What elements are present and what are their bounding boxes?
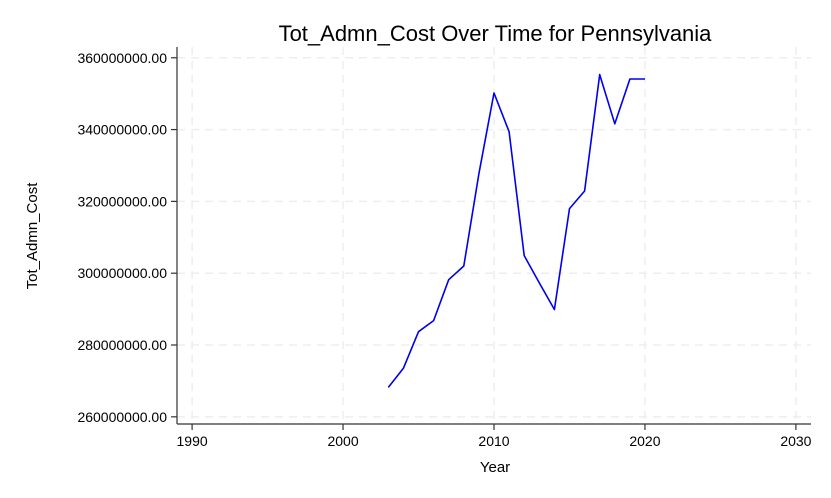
y-tick-label: 360000000.00 xyxy=(77,50,167,66)
y-axis-title: Tot_Admn_Cost xyxy=(24,182,41,290)
y-tick-label: 300000000.00 xyxy=(77,265,167,281)
grid xyxy=(177,47,811,424)
x-tick-label: 2000 xyxy=(327,433,358,449)
x-tick-label: 2020 xyxy=(629,433,660,449)
x-tick-label: 2010 xyxy=(478,433,509,449)
y-tick-label: 280000000.00 xyxy=(77,337,167,353)
x-tick-label: 1990 xyxy=(177,433,208,449)
series-line xyxy=(387,73,645,388)
x-axis-ticks: 1990 2000 2010 2020 2030 xyxy=(177,424,812,449)
y-tick-label: 320000000.00 xyxy=(77,193,167,209)
x-axis-title: Year xyxy=(480,459,510,476)
series xyxy=(387,73,645,388)
chart-title: Tot_Admn_Cost Over Time for Pennsylvania xyxy=(279,21,713,46)
y-tick-label: 260000000.00 xyxy=(77,409,167,425)
y-axis-ticks: 260000000.00 280000000.00 300000000.00 3200… xyxy=(77,50,177,425)
x-tick-label: 2030 xyxy=(780,433,811,449)
y-tick-label: 340000000.00 xyxy=(77,122,167,138)
